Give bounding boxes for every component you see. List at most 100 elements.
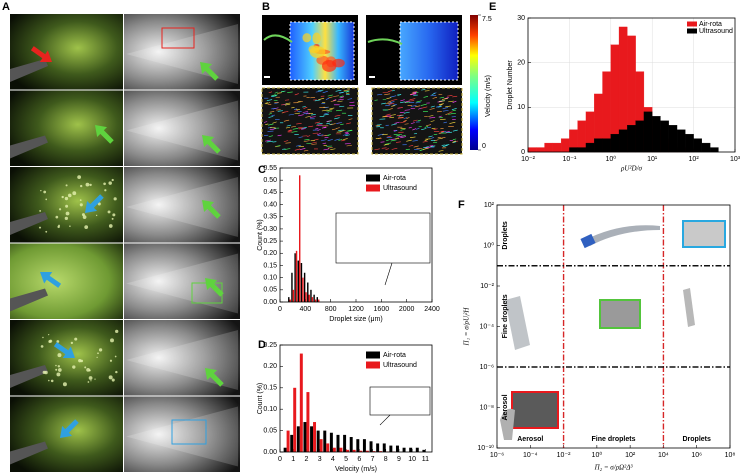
droplet: [112, 213, 116, 217]
histogram-bar: [569, 147, 578, 153]
bar: [372, 451, 376, 452]
velocity-vector: [308, 125, 314, 128]
velocity-vector: [284, 103, 291, 106]
droplet: [56, 340, 60, 343]
velocity-vector: [388, 102, 392, 104]
piv-vectors: [371, 87, 463, 155]
velocity-vector: [272, 121, 277, 124]
bar: [395, 445, 399, 452]
velocity-vector: [449, 121, 456, 124]
instrument: [505, 296, 530, 350]
velocity-vector: [301, 128, 306, 130]
velocity-vector: [337, 100, 343, 103]
histogram-bar: [610, 133, 620, 153]
legend-swatch: [687, 28, 697, 34]
velocity-vector: [331, 128, 338, 131]
regime-column-label: Fine droplets: [592, 436, 636, 443]
bar: [332, 447, 336, 452]
droplet: [57, 365, 61, 368]
velocity-vector: [305, 115, 311, 118]
velocity-vector: [347, 98, 353, 100]
velocity-vector: [447, 113, 452, 115]
velocity-vector: [268, 112, 273, 115]
droplet: [98, 348, 103, 352]
droplet: [111, 178, 114, 182]
bar: [313, 294, 315, 302]
droplet: [89, 183, 92, 187]
velocity-vector: [447, 94, 453, 97]
velocity-vector: [388, 108, 393, 110]
photo: [10, 14, 123, 90]
droplet: [65, 211, 70, 216]
velocity-vector: [400, 128, 406, 131]
velocity-vector: [421, 89, 426, 91]
droplet: [84, 225, 89, 230]
velocity-vector: [299, 147, 306, 151]
insets: [335, 212, 431, 426]
velocity-vector: [282, 111, 289, 113]
velocity-vector: [327, 146, 333, 149]
x-tick-label: 10²: [625, 452, 636, 459]
velocity-vector: [390, 138, 396, 140]
velocity-map: [399, 21, 459, 81]
velocity-vector: [303, 106, 308, 109]
y-tick-label: 10²: [484, 202, 495, 209]
velocity-vector: [432, 141, 438, 144]
legend-label: Ultrasound: [699, 28, 733, 35]
bar: [286, 430, 290, 452]
velocity-vector: [406, 117, 410, 119]
velocity-vector: [326, 122, 330, 125]
velocity-vector: [390, 95, 397, 98]
droplet: [94, 378, 96, 380]
photo: [124, 14, 240, 90]
velocity-vector: [432, 96, 438, 99]
velocity-vector: [328, 96, 333, 99]
velocity-vector: [387, 90, 393, 93]
bar: [310, 426, 314, 452]
droplet: [72, 365, 76, 369]
bar: [296, 426, 300, 452]
velocity-vector: [423, 95, 429, 98]
droplet: [40, 189, 42, 192]
inset-pointer: [379, 414, 391, 426]
y-axis-label: Droplet Number: [507, 60, 514, 110]
bar: [352, 449, 356, 452]
photo: [124, 167, 240, 243]
histogram-bar: [527, 147, 537, 153]
nozzle: [10, 365, 48, 388]
velocity-vector: [301, 126, 307, 129]
histogram-bar: [618, 129, 628, 153]
droplet: [108, 224, 113, 228]
highlight-box: [191, 282, 223, 304]
velocity-vector: [317, 89, 324, 92]
velocity-vector: [430, 94, 437, 97]
bar: [356, 439, 360, 452]
histogram-bar: [676, 129, 686, 153]
velocity-vector: [377, 93, 383, 96]
velocity-vector: [306, 135, 311, 138]
velocity-vector: [442, 145, 448, 147]
regime-row-label: Fine droplets: [502, 294, 509, 338]
velocity-vector: [444, 97, 449, 100]
bar: [409, 447, 413, 452]
photo: [511, 391, 559, 429]
droplet: [82, 215, 87, 219]
velocity-vector: [287, 91, 293, 93]
droplet: [97, 202, 101, 206]
bar: [323, 430, 327, 452]
x-tick-label: 2000: [399, 306, 415, 313]
bar: [289, 299, 291, 302]
instrument: [585, 225, 660, 246]
velocity-vector: [265, 102, 271, 105]
droplet: [58, 208, 62, 211]
velocity-vector: [374, 148, 380, 151]
velocity-vector: [429, 108, 435, 110]
velocity-vector: [404, 101, 410, 104]
velocity-vector: [284, 148, 291, 150]
droplet: [56, 372, 61, 377]
plot-frame: [496, 204, 731, 449]
regime-column-label: Aerosol: [517, 436, 543, 443]
bar: [339, 447, 343, 452]
x-tick-label: 10⁻⁴: [523, 452, 538, 459]
